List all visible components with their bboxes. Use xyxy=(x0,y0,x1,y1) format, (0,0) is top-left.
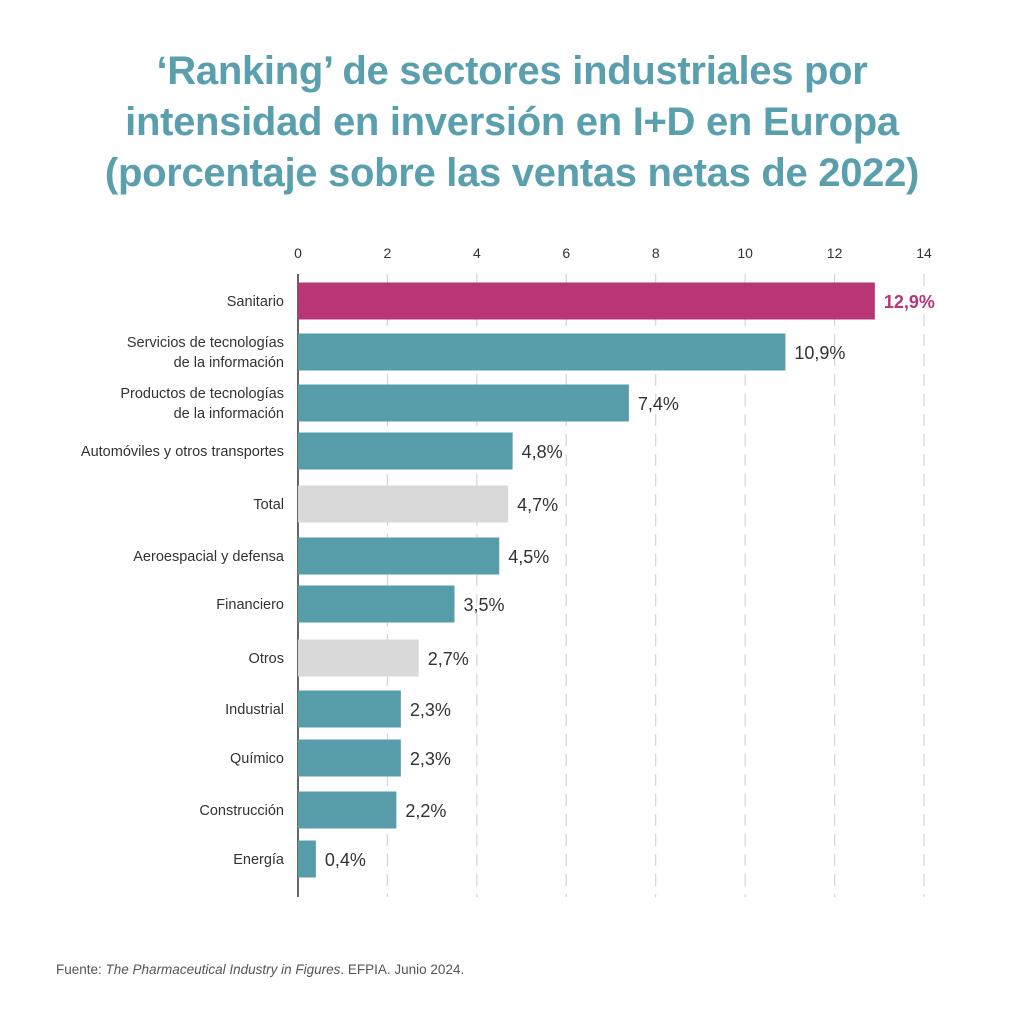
title-line-3: (porcentaje sobre las ventas netas de 20… xyxy=(104,151,920,195)
bar xyxy=(298,585,455,623)
data-label: 12,9% xyxy=(884,292,935,312)
data-label: 2,2% xyxy=(405,801,446,821)
source-work: The Pharmaceutical Industry in Figures xyxy=(105,962,341,977)
category-label: Químico xyxy=(230,751,284,767)
category-label: Construcción xyxy=(199,803,284,819)
x-tick-label: 4 xyxy=(473,245,481,261)
title-line-2: intensidad en inversión en I+D en Europa xyxy=(125,100,899,144)
bar xyxy=(298,537,500,575)
bar xyxy=(298,690,401,728)
x-tick-label: 8 xyxy=(652,245,660,261)
x-tick-label: 10 xyxy=(737,245,753,261)
bar xyxy=(298,840,316,878)
category-label: Sanitario xyxy=(227,294,284,310)
data-label: 0,4% xyxy=(325,850,366,870)
category-label: Financiero xyxy=(216,597,284,613)
bar xyxy=(298,432,513,470)
category-label: Otros xyxy=(249,651,284,667)
category-label: de la información xyxy=(174,406,284,422)
data-label: 2,3% xyxy=(410,700,451,720)
bar xyxy=(298,282,875,320)
chart-title: ‘Ranking’ de sectores industriales por i… xyxy=(0,46,1024,199)
x-tick-label: 14 xyxy=(916,245,932,261)
data-label: 2,3% xyxy=(410,749,451,769)
category-label: Servicios de tecnologías xyxy=(127,335,284,351)
bar xyxy=(298,791,397,829)
source-note: Fuente: The Pharmaceutical Industry in F… xyxy=(56,962,464,977)
x-tick-label: 12 xyxy=(827,245,843,261)
category-label: de la información xyxy=(174,355,284,371)
data-label: 2,7% xyxy=(428,649,469,669)
category-label: Total xyxy=(253,497,284,513)
data-label: 7,4% xyxy=(638,394,679,414)
x-tick-label: 2 xyxy=(384,245,392,261)
category-label: Energía xyxy=(233,852,285,868)
category-label: Industrial xyxy=(225,702,284,718)
data-label: 4,8% xyxy=(522,442,563,462)
data-label: 4,5% xyxy=(508,547,549,567)
bar xyxy=(298,384,629,422)
x-tick-label: 0 xyxy=(294,245,302,261)
source-prefix: Fuente: xyxy=(56,962,106,977)
data-label: 10,9% xyxy=(794,343,845,363)
title-line-1: ‘Ranking’ de sectores industriales por xyxy=(156,49,868,93)
bar xyxy=(298,739,401,777)
category-label: Automóviles y otros transportes xyxy=(81,444,284,460)
category-label: Aeroespacial y defensa xyxy=(133,549,285,565)
source-suffix: . EFPIA. Junio 2024. xyxy=(340,962,465,977)
data-label: 4,7% xyxy=(517,495,558,515)
category-label: Productos de tecnologías xyxy=(120,386,284,402)
data-label: 3,5% xyxy=(464,595,505,615)
bar xyxy=(298,639,419,677)
bar xyxy=(298,485,509,523)
x-tick-label: 6 xyxy=(562,245,570,261)
bar xyxy=(298,333,786,371)
